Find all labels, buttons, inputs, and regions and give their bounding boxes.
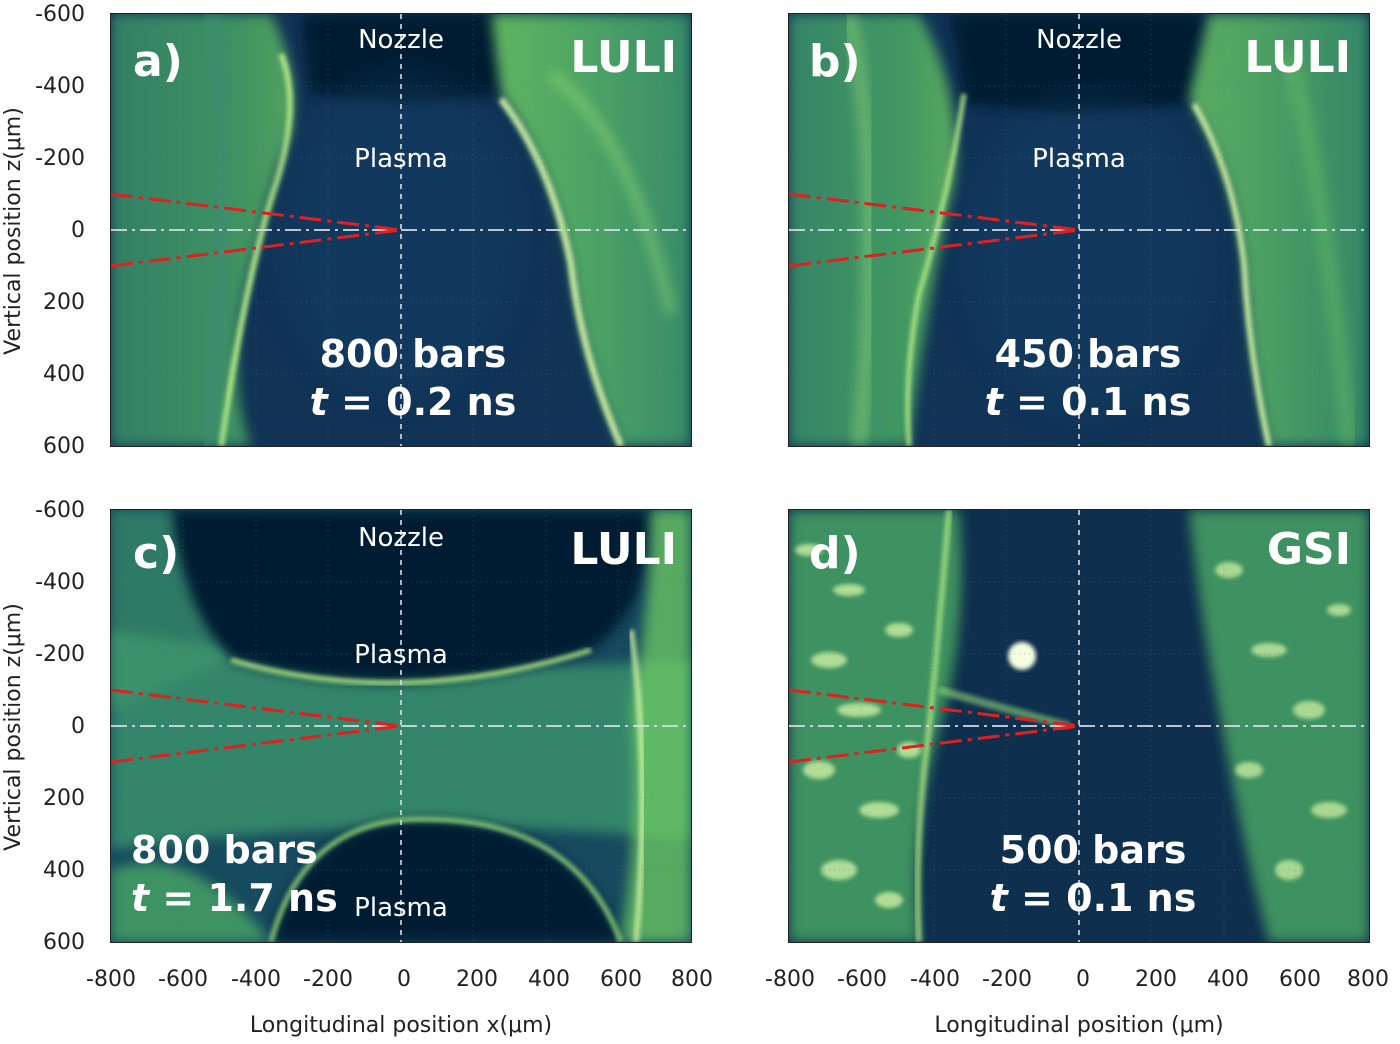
y-tick: -400 bbox=[35, 74, 85, 99]
x-tick: -800 bbox=[765, 967, 815, 992]
x-tick: 400 bbox=[528, 967, 570, 992]
y-tick: 0 bbox=[71, 218, 85, 243]
x-axis-label-left: Longitudinal position x(μm) bbox=[249, 1013, 553, 1038]
y-tick: -200 bbox=[35, 642, 85, 667]
panel-d-image bbox=[789, 510, 1369, 942]
x-tick: -200 bbox=[303, 967, 353, 992]
panel-d: d) GSI 500 bars t = 0.1 ns bbox=[788, 509, 1370, 943]
x-tick: 600 bbox=[1279, 967, 1321, 992]
x-tick: -600 bbox=[837, 967, 887, 992]
y-tick: 400 bbox=[43, 362, 85, 387]
panel-b: b) LULI Nozzle Plasma 450 bars t = 0.1 n… bbox=[788, 13, 1370, 447]
x-tick: 200 bbox=[1135, 967, 1177, 992]
y-tick: 400 bbox=[43, 858, 85, 883]
y-tick: -200 bbox=[35, 146, 85, 171]
y-tick: 600 bbox=[43, 930, 85, 955]
x-tick: -600 bbox=[158, 967, 208, 992]
x-tick: -200 bbox=[982, 967, 1032, 992]
x-tick: -400 bbox=[231, 967, 281, 992]
x-tick: 0 bbox=[1076, 967, 1090, 992]
y-tick: 600 bbox=[43, 434, 85, 459]
y-tick: -600 bbox=[35, 498, 85, 523]
y-axis-label-top: Vertical position z(μm) bbox=[1, 107, 26, 355]
panel-b-image bbox=[789, 14, 1369, 446]
y-tick: -600 bbox=[35, 2, 85, 27]
y-tick: 200 bbox=[43, 290, 85, 315]
y-tick: 200 bbox=[43, 786, 85, 811]
y-axis-label-bottom: Vertical position z(μm) bbox=[1, 603, 26, 851]
x-tick: 600 bbox=[600, 967, 642, 992]
x-tick: 800 bbox=[1347, 967, 1389, 992]
x-tick: 400 bbox=[1207, 967, 1249, 992]
x-tick: 200 bbox=[456, 967, 498, 992]
panel-a: a) LULI Nozzle Plasma 800 bars t = 0.2 n… bbox=[110, 13, 692, 447]
x-tick: 800 bbox=[671, 967, 713, 992]
panel-a-image bbox=[111, 14, 691, 446]
panel-c-image bbox=[111, 510, 691, 942]
x-tick: 0 bbox=[397, 967, 411, 992]
x-tick: -800 bbox=[86, 967, 136, 992]
x-tick: -400 bbox=[910, 967, 960, 992]
y-tick: -400 bbox=[35, 570, 85, 595]
x-axis-label-right: Longitudinal position (μm) bbox=[934, 1013, 1224, 1038]
y-tick: 0 bbox=[71, 714, 85, 739]
panel-c: c) LULI Nozzle Plasma Plasma 800 bars t … bbox=[110, 509, 692, 943]
